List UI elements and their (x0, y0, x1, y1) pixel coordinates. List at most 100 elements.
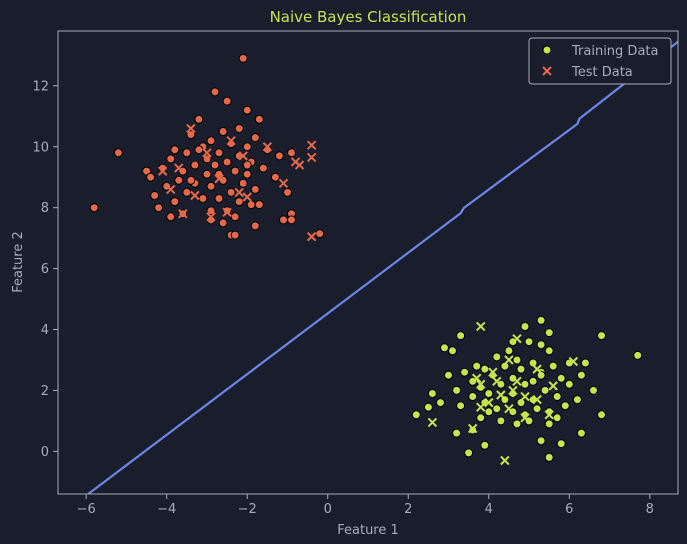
training-point (234, 197, 244, 207)
training-point (556, 439, 566, 449)
y-tick-label: 6 (41, 262, 49, 277)
training-point (170, 197, 180, 207)
training-point (520, 379, 530, 389)
training-point (238, 53, 248, 63)
training-point (234, 124, 244, 133)
test-point (467, 423, 478, 434)
test-point (476, 379, 486, 390)
training-point (222, 157, 232, 167)
training-point (222, 206, 232, 216)
training-point (468, 425, 478, 435)
training-point (274, 151, 284, 161)
test-point (520, 391, 530, 402)
training-point (633, 350, 643, 360)
training-point (150, 191, 160, 200)
test-point (492, 376, 502, 387)
training-point (589, 385, 598, 395)
training-point (230, 212, 240, 222)
test-point (520, 413, 530, 423)
training-point (218, 127, 228, 136)
test-point (427, 417, 438, 428)
training-point (411, 410, 421, 420)
legend-test-label: Test Data (571, 65, 633, 80)
training-point (516, 364, 526, 374)
test-point (222, 207, 232, 217)
training-point (154, 203, 164, 213)
test-point (178, 209, 188, 219)
test-point (306, 231, 317, 242)
training-point (279, 215, 288, 225)
training-point (166, 154, 176, 164)
training-point (436, 398, 445, 408)
training-point (186, 175, 196, 185)
training-point (210, 160, 220, 170)
training-point (238, 178, 248, 188)
chart-title: Naive Bayes Classification (270, 8, 467, 26)
training-point (206, 136, 216, 146)
training-point (597, 410, 606, 420)
training-point (287, 215, 296, 225)
test-point (504, 355, 514, 365)
training-point (564, 379, 574, 389)
decision-boundary-layer (87, 40, 678, 494)
training-point (198, 194, 208, 203)
training-point (258, 163, 268, 173)
training-point (423, 402, 433, 412)
legend-box (528, 37, 672, 85)
training-point (170, 145, 180, 155)
test-point (238, 151, 248, 161)
y-tick-label: 0 (41, 445, 49, 460)
training-point (448, 346, 457, 356)
training-point (166, 212, 176, 222)
training-point (89, 203, 99, 213)
x-tick-label: −2 (238, 502, 257, 517)
test-point (202, 148, 212, 158)
training-point (492, 404, 502, 414)
training-point (480, 364, 490, 374)
y-axis-label: Feature 2 (11, 231, 26, 293)
training-point (214, 148, 224, 158)
test-point (548, 381, 558, 391)
training-point (254, 114, 264, 124)
training-point (226, 187, 236, 197)
training-point (142, 166, 152, 176)
legend-test-marker (542, 66, 552, 76)
test-point (166, 184, 176, 195)
test-point (512, 376, 522, 387)
plot-area (57, 30, 679, 495)
training-point (218, 218, 228, 228)
training-point (186, 130, 196, 140)
y-tick-label: 12 (32, 79, 49, 94)
test-point (508, 385, 518, 396)
training-point (206, 181, 216, 191)
training-point (512, 419, 522, 429)
training-point (484, 389, 494, 398)
training-point (246, 200, 256, 210)
test-point (226, 135, 236, 146)
training-point (456, 331, 466, 341)
training-point (315, 229, 325, 239)
plot-frame (57, 30, 679, 495)
training-point (174, 175, 184, 185)
y-tick-label: 8 (41, 201, 49, 216)
x-tick-label: −4 (157, 502, 176, 517)
training-point (496, 416, 506, 426)
training-point (202, 154, 212, 164)
training-point (536, 436, 546, 446)
legend: Training Data Test Data (528, 37, 672, 85)
training-point (270, 172, 280, 182)
test-point (484, 397, 494, 408)
y-tick-label: 10 (32, 140, 49, 155)
training-point (576, 370, 586, 380)
test-point (504, 404, 514, 414)
test-point (278, 178, 289, 189)
training-point (552, 413, 562, 423)
training-point (202, 169, 212, 179)
test-point (532, 364, 542, 374)
training-point (536, 340, 546, 350)
test-point (476, 321, 486, 332)
training-point (472, 361, 482, 371)
decision-boundary-line (87, 40, 678, 494)
test-point (306, 140, 317, 150)
